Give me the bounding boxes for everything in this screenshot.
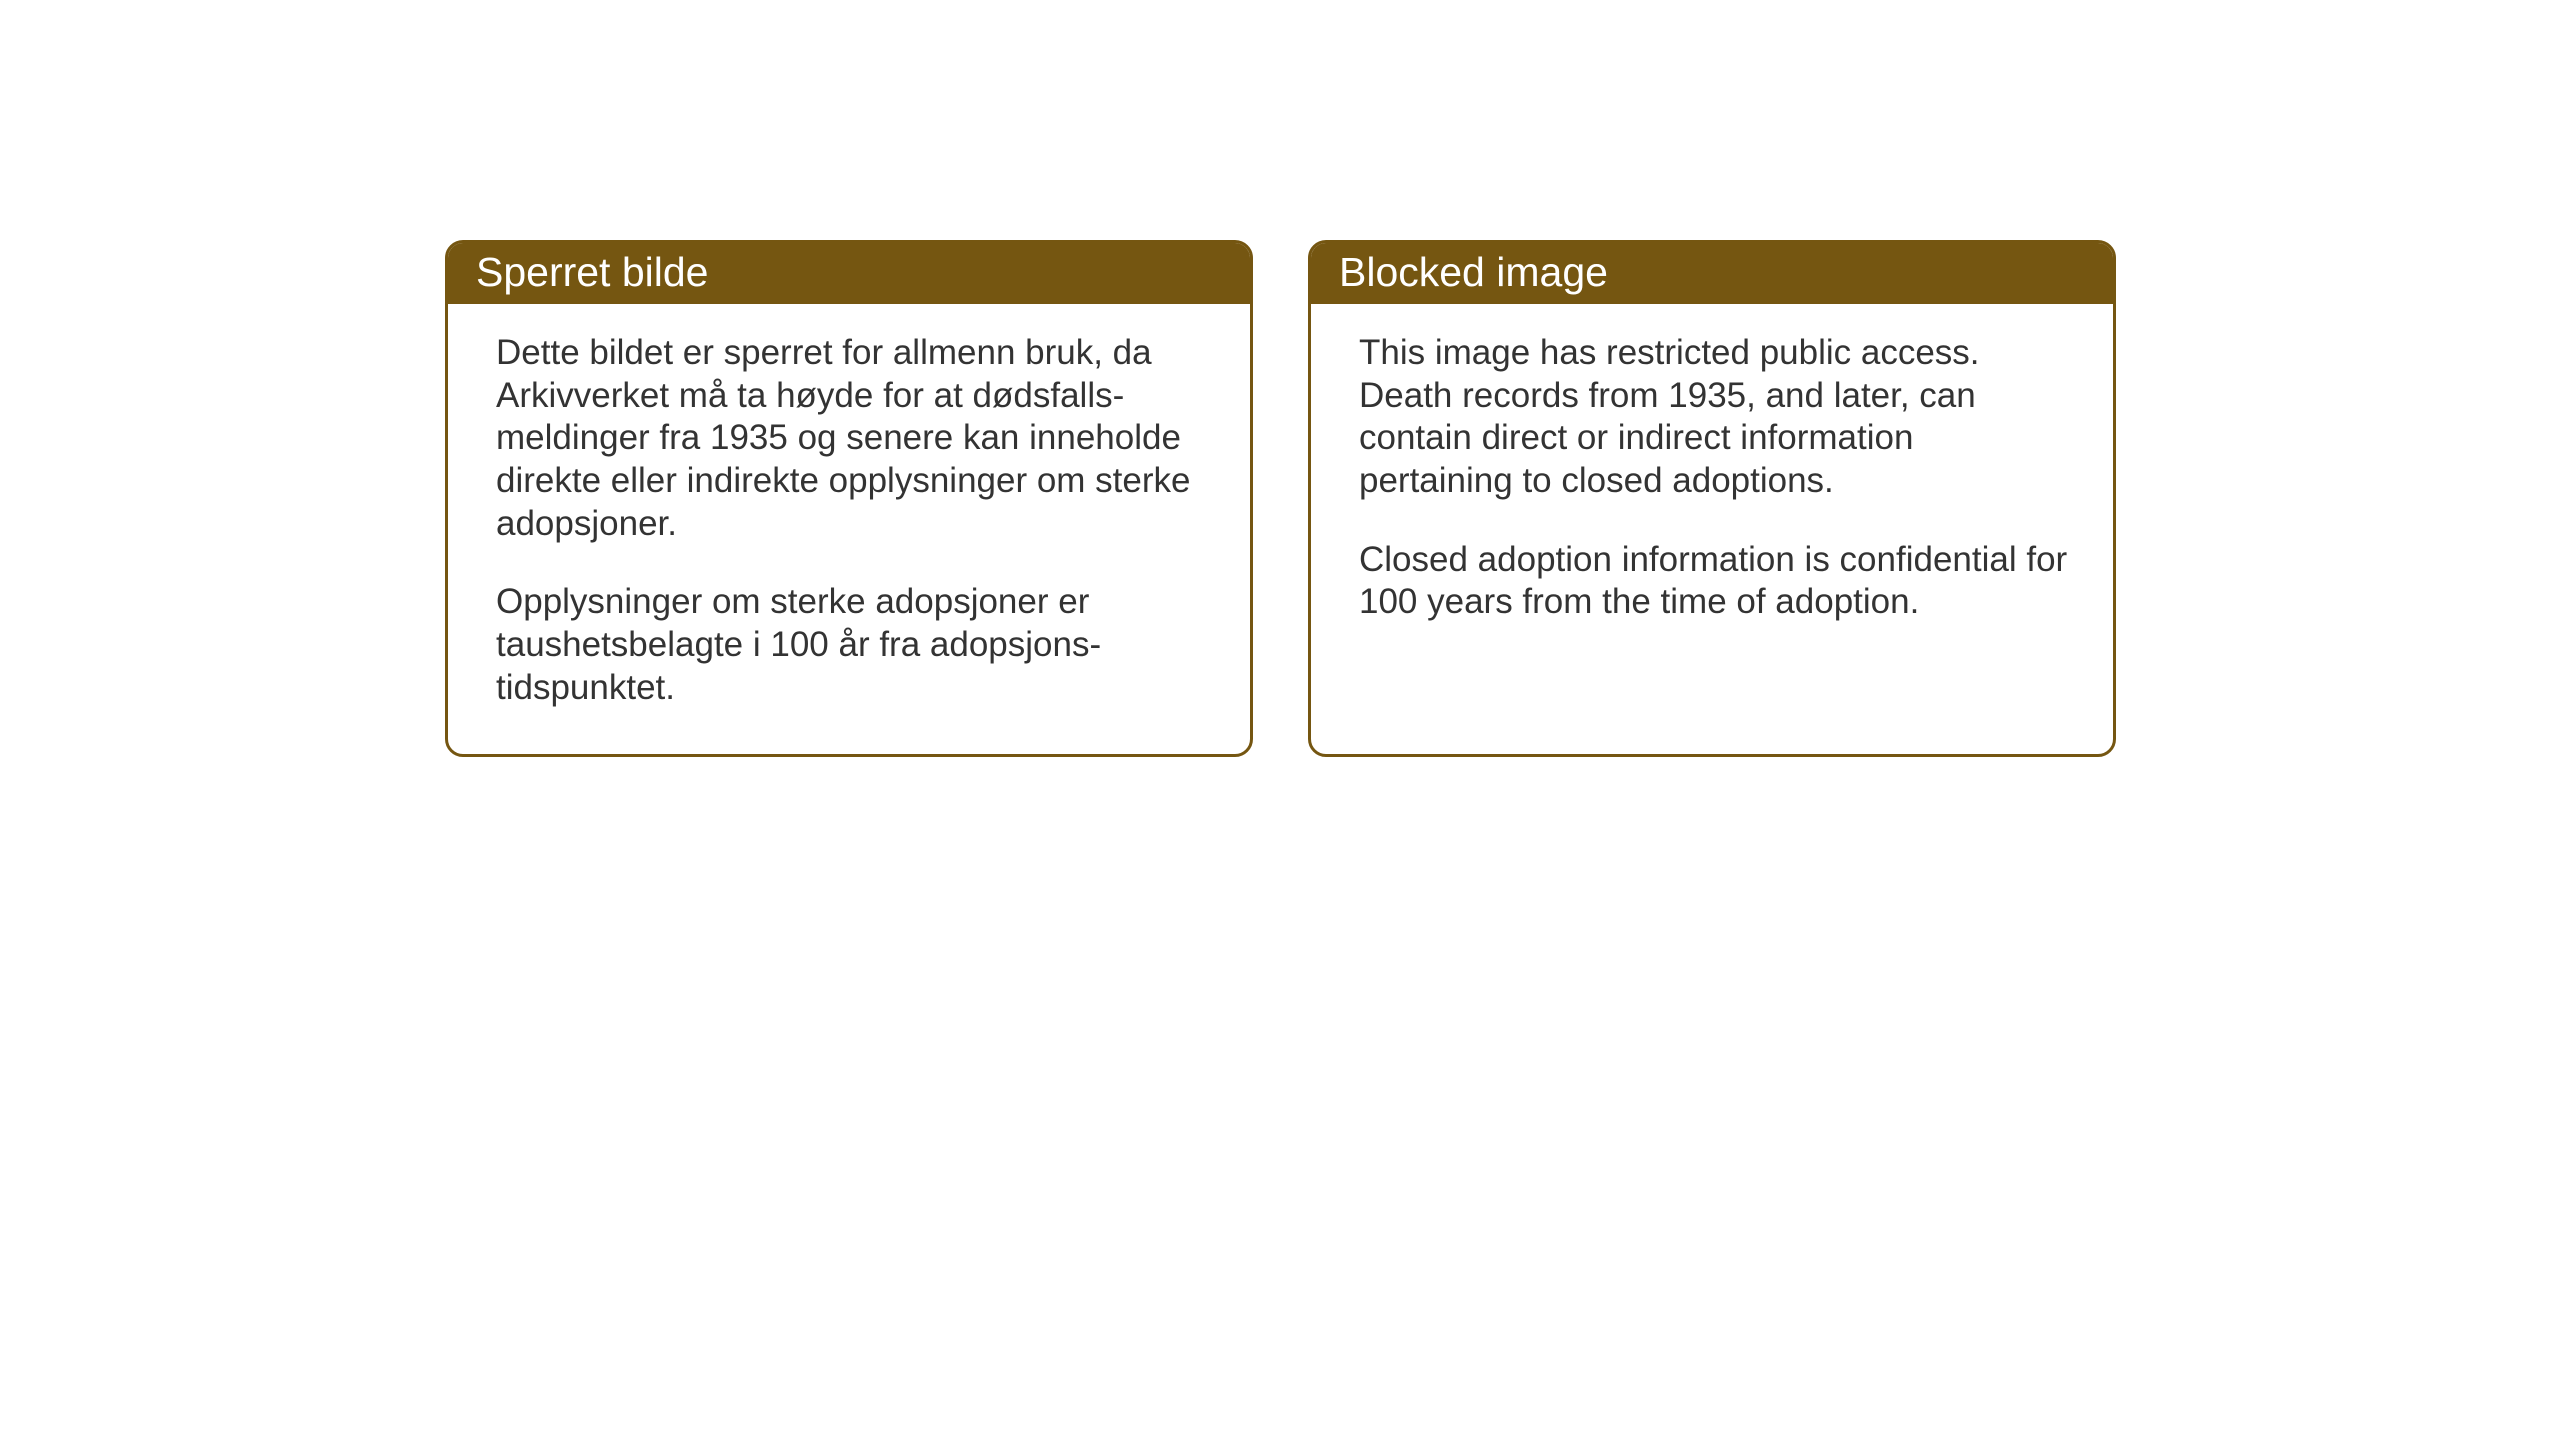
english-card-title: Blocked image	[1311, 243, 2113, 304]
english-paragraph-1: This image has restricted public access.…	[1359, 332, 2073, 503]
norwegian-notice-card: Sperret bilde Dette bildet er sperret fo…	[445, 240, 1253, 757]
norwegian-card-body: Dette bildet er sperret for allmenn bruk…	[448, 304, 1250, 754]
norwegian-card-title: Sperret bilde	[448, 243, 1250, 304]
norwegian-paragraph-1: Dette bildet er sperret for allmenn bruk…	[496, 332, 1210, 545]
english-card-body: This image has restricted public access.…	[1311, 304, 2113, 668]
english-paragraph-2: Closed adoption information is confident…	[1359, 539, 2073, 624]
norwegian-paragraph-2: Opplysninger om sterke adopsjoner er tau…	[496, 581, 1210, 709]
notice-cards-container: Sperret bilde Dette bildet er sperret fo…	[445, 240, 2116, 757]
english-notice-card: Blocked image This image has restricted …	[1308, 240, 2116, 757]
